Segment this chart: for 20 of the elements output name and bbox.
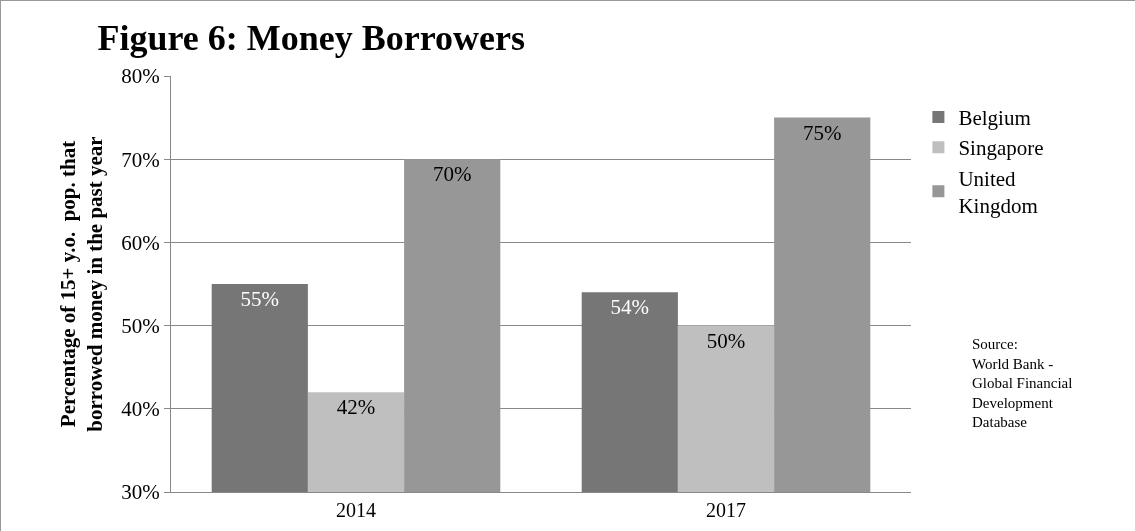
y-tick-label: 80% (121, 64, 160, 89)
y-tick-label: 40% (121, 397, 160, 422)
legend-label: Singapore (958, 136, 1044, 161)
x-tick-label: 2017 (706, 499, 746, 521)
y-tick-label: 50% (121, 313, 160, 338)
source-note: Source: World Bank - Global Financial Development Database (972, 336, 1073, 430)
data-label: 54% (610, 295, 650, 320)
data-label: 75% (802, 120, 842, 145)
data-label: 42% (336, 395, 376, 420)
y-tick-label: 60% (121, 230, 160, 255)
data-label: 50% (706, 328, 746, 353)
chart-title: Figure 6: Money Borrowers (97, 18, 526, 59)
y-tick-label: 70% (121, 147, 160, 172)
legend-label: Belgium (958, 106, 1031, 131)
data-label: 70% (432, 162, 472, 187)
y-tick-label: 30% (121, 480, 160, 505)
data-label: 55% (240, 287, 280, 311)
x-tick-label: 2014 (336, 499, 376, 521)
y-axis-title: Percentage of 15+ y.o. pop. that borrowed money in the past year (56, 136, 108, 432)
legend-label: United Kingdom (958, 166, 1038, 219)
